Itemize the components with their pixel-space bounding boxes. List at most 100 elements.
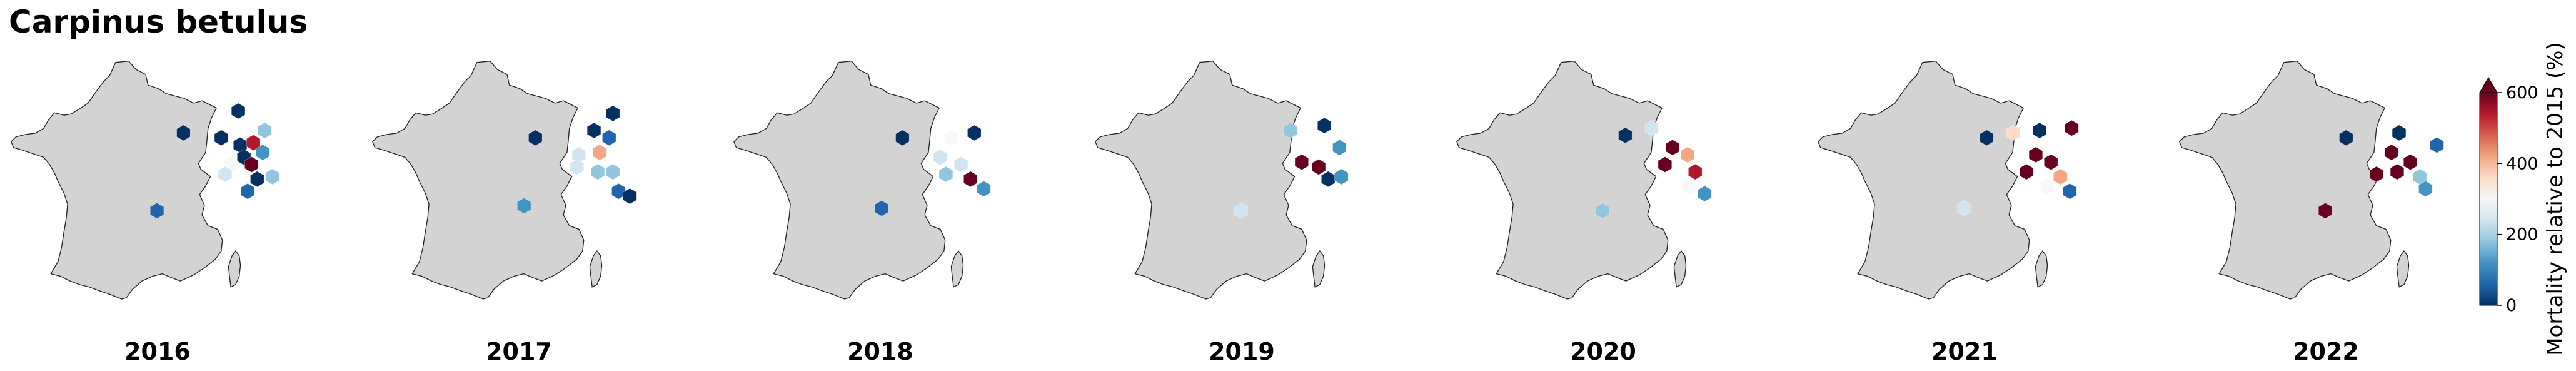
hex-cell: [1682, 178, 1697, 195]
hex-cell: [2430, 136, 2444, 153]
hex-cell: [1283, 122, 1297, 139]
map-panel-2022: [2179, 61, 2444, 300]
hex-cell: [258, 122, 272, 139]
year-label-2020: 2020: [1570, 338, 1636, 365]
map-panel-2019: [1095, 61, 1349, 300]
hex-cell: [149, 202, 164, 219]
colorbar-tick-label: 0: [2506, 296, 2517, 315]
map-panel-2018: [733, 61, 991, 300]
hex-cell: [1644, 119, 1659, 136]
map-panel-2017: [372, 61, 637, 300]
hex-cell: [953, 156, 969, 173]
france-outline: [11, 61, 223, 300]
hex-cell: [1321, 171, 1336, 188]
hex-cell: [977, 180, 991, 197]
year-label-2019: 2019: [1209, 338, 1275, 365]
hex-cell: [1234, 202, 1249, 219]
hex-cell: [2369, 166, 2383, 183]
hex-cell: [2065, 119, 2079, 136]
colorbar-tick-label: 400: [2506, 154, 2538, 173]
hex-cell: [1317, 117, 1332, 134]
france-outline: [1818, 61, 2030, 300]
hex-cell: [592, 144, 607, 161]
hex-cell: [895, 130, 910, 146]
hex-cell: [602, 130, 616, 146]
hex-cell: [1332, 139, 1347, 156]
hex-cell: [967, 125, 982, 141]
hex-cell: [241, 183, 255, 200]
hex-cell: [944, 130, 959, 146]
map-panel-2016: [11, 61, 279, 300]
year-label-2022: 2022: [2293, 338, 2359, 365]
hex-cell: [1311, 158, 1326, 175]
hex-cell: [2384, 144, 2399, 161]
hex-cell: [1688, 163, 1703, 180]
year-label-2016: 2016: [124, 338, 191, 365]
hex-cell: [256, 144, 270, 161]
hex-cell: [2019, 163, 2034, 180]
year-label-2018: 2018: [847, 338, 913, 365]
map-panel-2020: [1456, 61, 1712, 300]
hex-cell: [265, 168, 279, 185]
hex-cell: [2403, 154, 2418, 171]
hex-cell: [623, 188, 637, 205]
hex-cell: [250, 171, 264, 188]
hex-cell: [2390, 163, 2405, 180]
year-label-2017: 2017: [486, 338, 552, 365]
hex-cell: [590, 163, 605, 180]
hex-cell: [2339, 130, 2353, 146]
hex-cell: [933, 149, 948, 166]
hex-cell: [2063, 183, 2077, 200]
hex-cell: [963, 171, 978, 188]
france-outline: [2179, 61, 2392, 300]
colorbar-label: Mortality relative to 2015 (%): [2543, 42, 2568, 356]
hex-cell: [1618, 127, 1633, 144]
hex-cell: [1980, 130, 1994, 146]
hex-cell: [874, 200, 889, 216]
hex-cell: [570, 158, 585, 175]
hex-cell: [1956, 200, 1971, 216]
hex-cell: [611, 183, 626, 200]
hex-cell: [938, 166, 953, 183]
hex-cell: [1658, 156, 1673, 173]
corsica-outline: [2396, 250, 2410, 288]
corsica-outline: [2035, 250, 2048, 288]
corsica-outline: [950, 250, 964, 288]
corsica-outline: [589, 250, 603, 288]
hex-cell: [2318, 202, 2333, 219]
figure-title: Carpinus betulus: [9, 4, 308, 40]
map-panel-2021: [1818, 61, 2079, 300]
hex-cell: [606, 105, 620, 122]
hex-cell: [1294, 154, 1309, 171]
hex-cell: [2043, 154, 2058, 171]
hex-cell: [2032, 122, 2047, 139]
france-outline: [1095, 61, 1307, 300]
hex-cell: [528, 130, 543, 146]
hex-cell: [2418, 180, 2433, 197]
colorbar-extend-arrow: [2479, 77, 2498, 93]
hex-cell: [1334, 168, 1349, 185]
hex-cell: [586, 122, 601, 139]
hex-cell: [1680, 146, 1695, 163]
france-outline: [733, 61, 946, 300]
hex-cell: [2028, 146, 2043, 163]
hex-cell: [606, 163, 620, 180]
hex-cell: [1698, 185, 1712, 202]
hex-cell: [244, 156, 259, 173]
hex-cell: [231, 103, 246, 119]
corsica-outline: [228, 250, 241, 288]
hex-cell: [246, 135, 261, 151]
hex-cell: [2040, 178, 2055, 195]
hex-cell: [214, 130, 229, 146]
hex-cell: [2392, 125, 2407, 141]
colorbar: [2479, 92, 2498, 306]
hex-cell: [516, 198, 531, 214]
hex-cell: [176, 125, 191, 141]
corsica-outline: [1312, 250, 1326, 288]
hex-cell: [1595, 202, 1610, 219]
france-outline: [1456, 61, 1669, 300]
hex-cell: [1665, 139, 1680, 156]
colorbar-tick-label: 600: [2506, 83, 2538, 103]
